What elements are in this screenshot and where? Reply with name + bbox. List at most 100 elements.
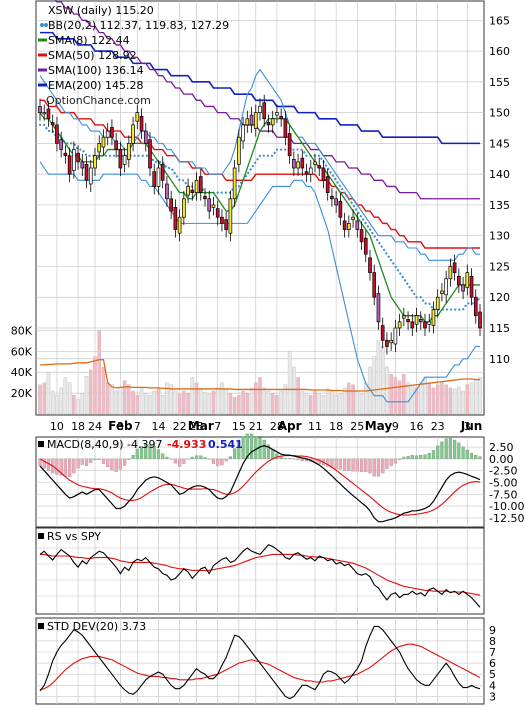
volume-bar	[186, 392, 190, 415]
volume-bar	[46, 372, 51, 415]
volume-bar	[42, 382, 47, 415]
volume-bar	[283, 384, 288, 415]
candle-body	[42, 112, 47, 115]
macd-histogram-bar	[262, 439, 266, 460]
candle-body	[122, 155, 127, 165]
macd-tick-label: 2.50	[489, 441, 514, 454]
macd-histogram-bar	[254, 436, 258, 460]
candle-body	[114, 140, 118, 150]
volume-bar	[177, 393, 182, 415]
volume-bar	[317, 392, 322, 415]
macd-histogram-bar	[419, 454, 423, 460]
macd-histogram-bar	[245, 433, 249, 460]
candle-body	[186, 186, 190, 196]
candle-body	[215, 208, 220, 218]
macd-histogram-bar	[241, 436, 245, 460]
volume-bar	[402, 374, 406, 415]
price-tick-label: 125	[489, 260, 510, 273]
volume-bar	[38, 384, 42, 415]
volume-ma-line	[40, 359, 480, 392]
volume-bar	[478, 377, 482, 415]
volume-bar	[435, 384, 440, 415]
std-ma-line	[39, 643, 481, 691]
volume-bar	[397, 380, 402, 415]
day-tick-label: 3	[117, 420, 124, 433]
volume-bar	[389, 374, 393, 415]
price-tick-label: 140	[489, 168, 510, 181]
candle-body	[473, 296, 478, 317]
rs-label: RS vs SPY	[47, 530, 101, 543]
candle-body	[97, 143, 102, 153]
volume-bar	[165, 382, 169, 415]
macd-histogram-bar	[271, 449, 275, 460]
volume-bar	[279, 390, 283, 415]
candle-body	[334, 198, 338, 206]
std-tick-label: 7	[489, 646, 496, 659]
volume-bar	[262, 387, 267, 415]
volume-bar	[359, 392, 364, 415]
volume-bar	[304, 392, 309, 415]
std-tick-label: 6	[489, 657, 496, 670]
price-tick-label: 120	[489, 291, 510, 304]
macd-histogram-bar	[266, 444, 271, 460]
day-tick-label: 28	[190, 420, 204, 433]
candle-body	[452, 262, 457, 273]
macd-histogram-bar	[76, 458, 80, 469]
candle-body	[224, 219, 228, 230]
candle-body	[139, 115, 144, 132]
candle-body	[88, 167, 93, 185]
candle-body	[308, 167, 313, 175]
volume-bar	[156, 387, 161, 415]
macd-histogram-bar	[199, 455, 203, 460]
volume-tick-label: 20K	[11, 387, 33, 400]
macd-histogram-bar	[156, 449, 161, 460]
macd-value: -4.397	[127, 438, 162, 451]
volume-bar	[393, 377, 398, 415]
volume-bar	[308, 395, 313, 415]
volume-bar	[452, 388, 457, 415]
legend-sma8-label: SMA(8) 122.44	[48, 34, 130, 47]
macd-histogram-bar	[461, 446, 465, 460]
candle-body	[232, 167, 237, 200]
volume-bar	[198, 388, 203, 415]
candle-body	[414, 315, 419, 325]
candle-body	[355, 220, 360, 230]
price-tick-label: 110	[489, 353, 510, 366]
candle-body	[410, 321, 415, 329]
bb-lower-line	[39, 161, 480, 403]
macd-histogram-bar	[444, 438, 448, 460]
volume-bar	[347, 382, 351, 415]
std-tick-label: 8	[489, 635, 496, 648]
candle-body	[448, 266, 453, 280]
candle-body	[203, 195, 207, 200]
legend-bb: BB(20,2) 112.37, 119.83, 127.29	[40, 19, 229, 32]
volume-bar	[440, 382, 444, 415]
day-tick-label: 10	[50, 420, 64, 433]
day-tick-label: 9	[392, 420, 399, 433]
macd-histogram-bar	[452, 439, 457, 460]
bb-upper-line	[39, 68, 480, 261]
volume-bar	[351, 384, 355, 415]
volume-bar	[169, 384, 173, 415]
candle-body	[330, 195, 334, 200]
candle-body	[228, 198, 233, 234]
macd-histogram-bar	[389, 458, 393, 467]
candle-body	[389, 339, 393, 344]
candle-body	[101, 136, 106, 148]
macd-histogram-bar	[216, 458, 220, 467]
candle-body	[372, 272, 377, 298]
legend-sma100: SMA(100) 136.14	[38, 64, 144, 77]
std-tick-label: 3	[489, 690, 496, 703]
candle-body	[270, 118, 275, 126]
volume-bar	[114, 390, 118, 415]
day-tick-label: 28	[270, 420, 284, 433]
day-tick-label: 18	[329, 420, 343, 433]
macd-histogram-bar	[334, 458, 338, 469]
volume-bar	[241, 390, 245, 415]
candle-body	[279, 115, 283, 120]
candle-body	[80, 161, 85, 169]
volume-bar	[237, 395, 241, 415]
macd-histogram-bar	[249, 433, 254, 460]
volume-bar	[143, 392, 148, 415]
